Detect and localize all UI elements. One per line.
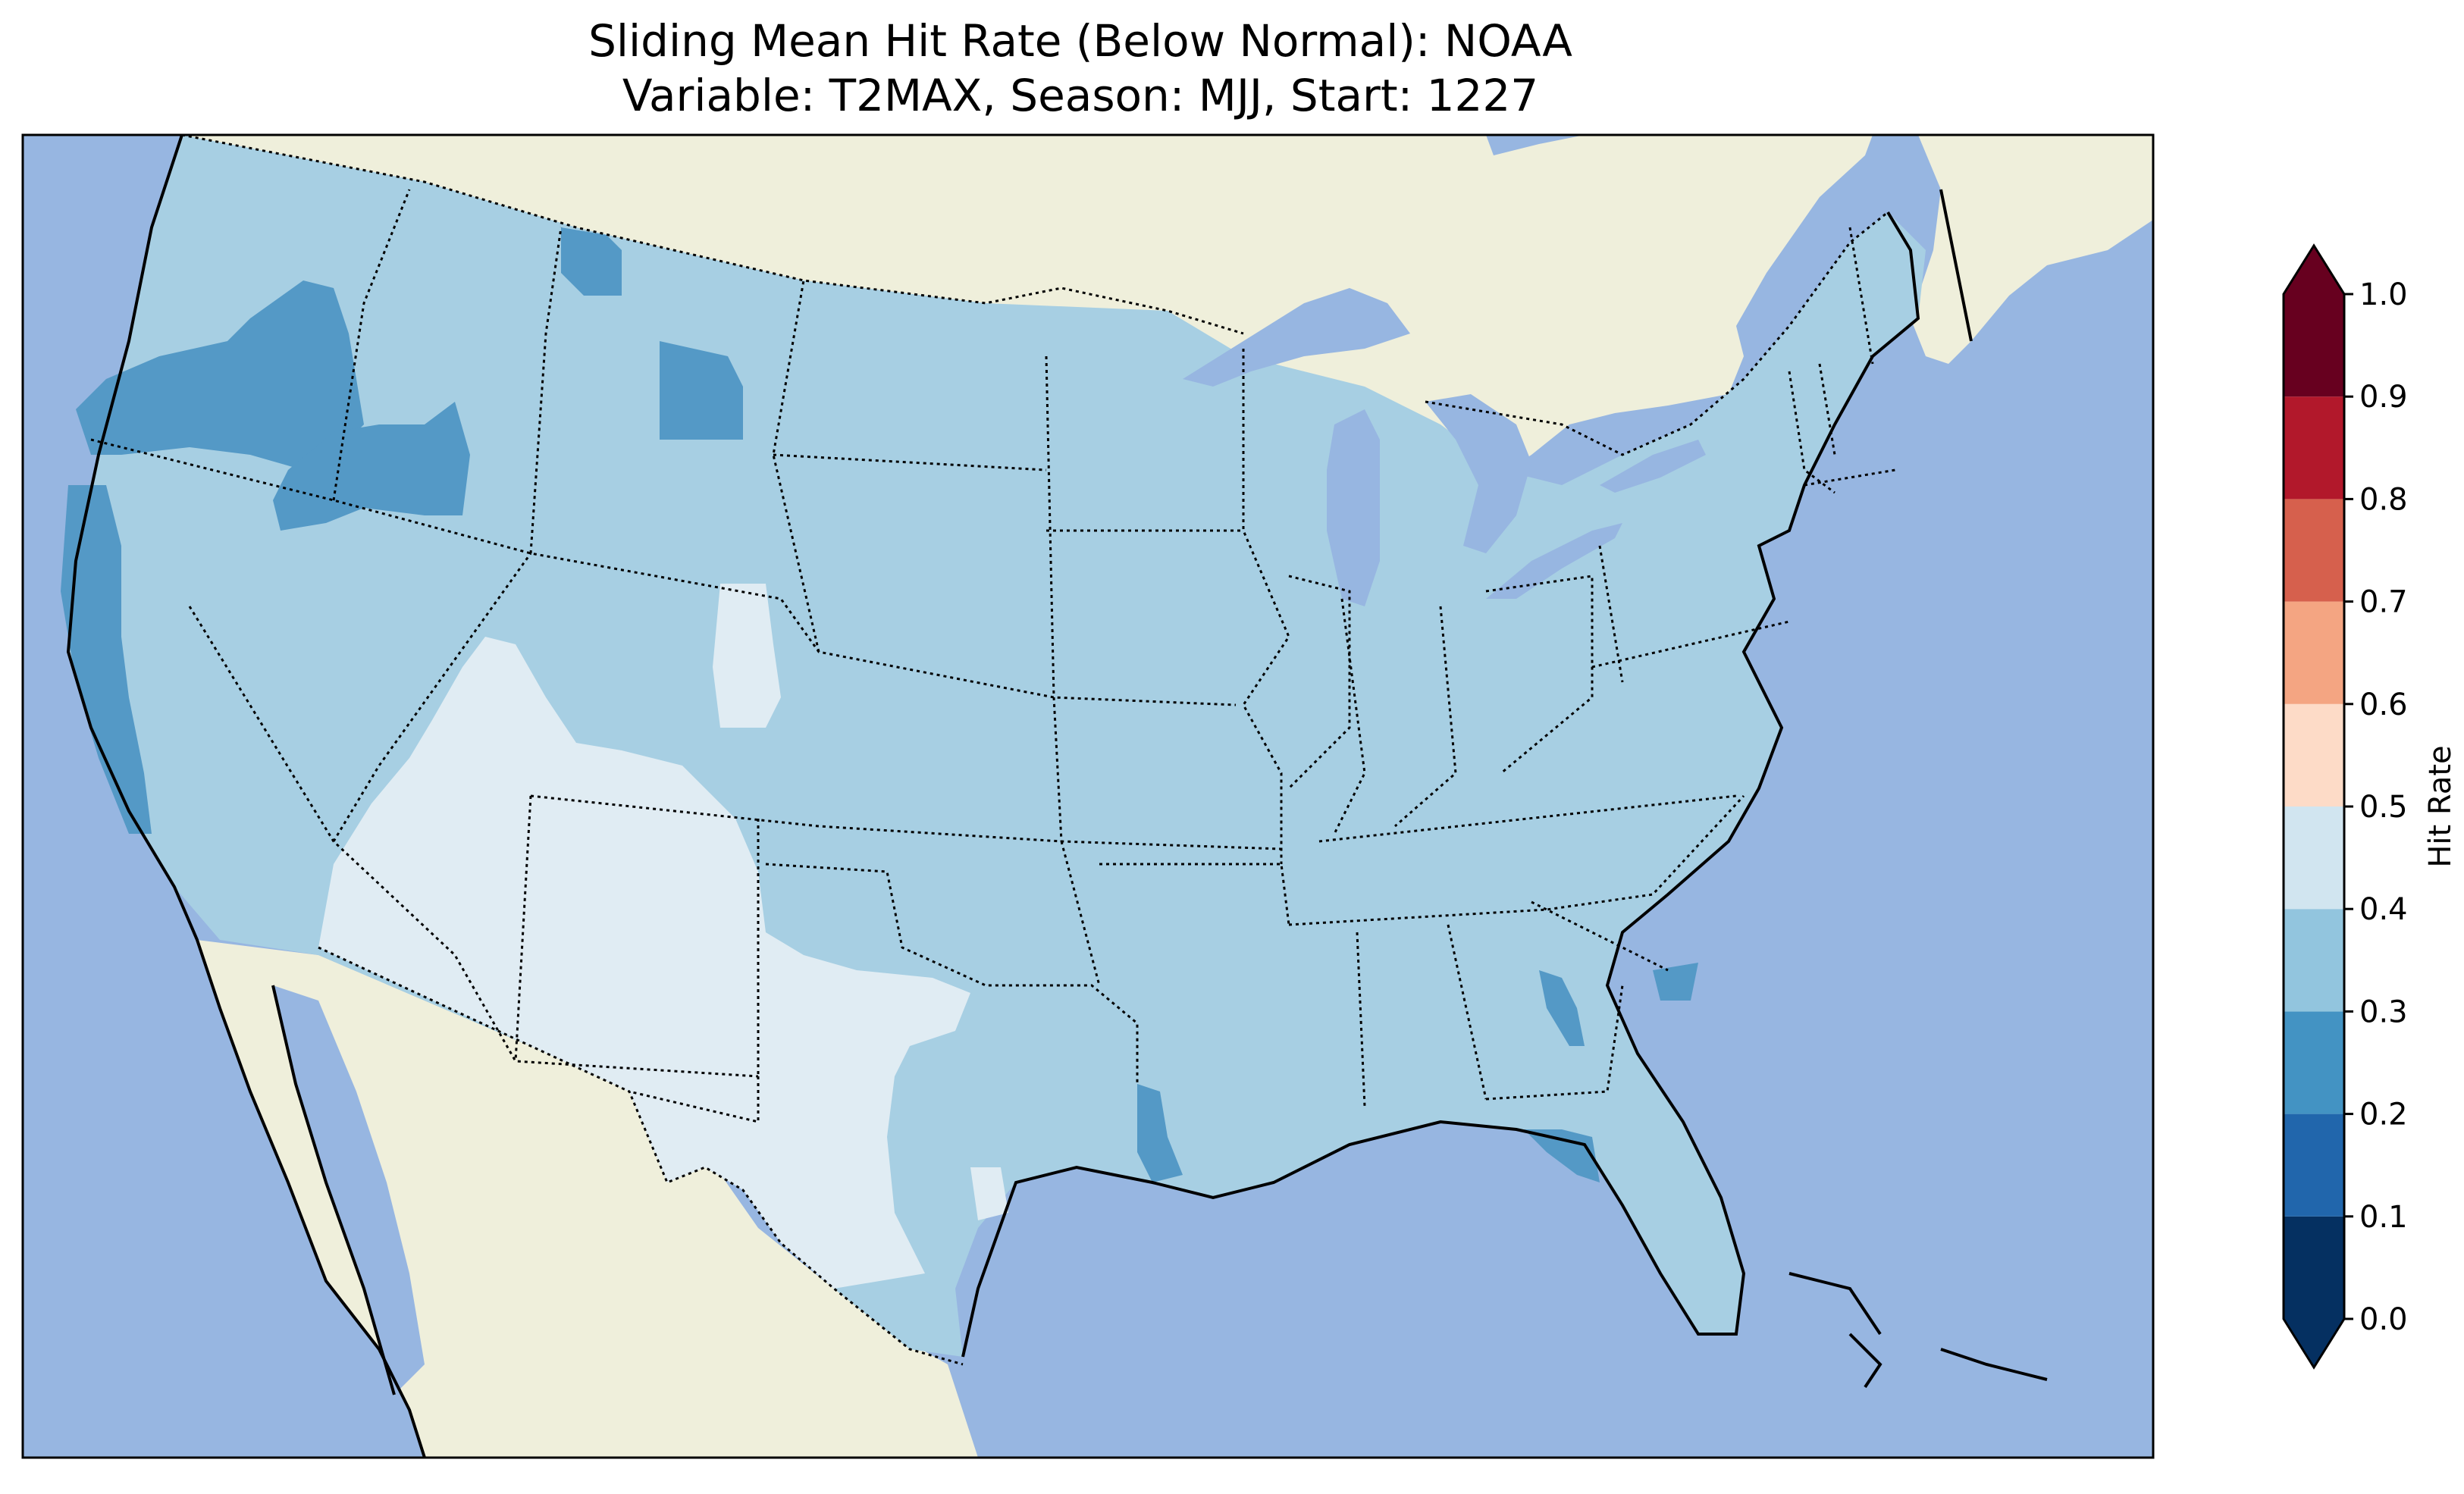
colorbar-bin <box>2284 1113 2344 1217</box>
lake-huron <box>1425 394 1531 553</box>
chart-title: Sliding Mean Hit Rate (Below Normal): NO… <box>0 14 2161 123</box>
colorbar-bin <box>2284 294 2344 397</box>
colorbar-over-arrow <box>2284 246 2344 294</box>
colorbar-tick-label: 0.5 <box>2359 790 2408 825</box>
colorbar-bins <box>2284 294 2344 1319</box>
colorbar-bin <box>2284 909 2344 1012</box>
colorbar-tick-label: 0.4 <box>2359 892 2408 927</box>
colorbar-bin <box>2284 1216 2344 1319</box>
colorbar-tick-label: 0.1 <box>2359 1200 2408 1235</box>
region-02-03-montana-b <box>660 341 743 440</box>
country-boundaries <box>181 135 1889 1366</box>
colorbar-tick-label: 0.0 <box>2359 1302 2408 1337</box>
gulf-of-california <box>273 985 425 1395</box>
region-02-03-oregon <box>76 280 364 470</box>
colorbar-tick-label: 0.9 <box>2359 380 2408 415</box>
colorbar-bin <box>2284 601 2344 704</box>
colorbar-tick-label: 0.8 <box>2359 482 2408 517</box>
title-line-1: Sliding Mean Hit Rate (Below Normal): NO… <box>588 15 1572 67</box>
colorbar-tick-label: 1.0 <box>2359 277 2408 312</box>
region-02-03-montana-a <box>561 227 622 296</box>
title-line-2: Variable: T2MAX, Season: MJJ, Start: 122… <box>622 70 1539 121</box>
colorbar-bin <box>2284 396 2344 500</box>
state-boundaries <box>90 189 1896 1123</box>
colorbar-tick-label: 0.7 <box>2359 585 2408 620</box>
colorbar-bin <box>2284 499 2344 602</box>
region-02-03-carolina <box>1653 963 1698 1001</box>
region-02-03-georgia <box>1539 970 1585 1046</box>
colorbar-tick-label: 0.6 <box>2359 687 2408 722</box>
region-02-03-idaho <box>273 402 470 531</box>
lake-michigan <box>1327 409 1380 606</box>
colorbar-tick-label: 0.2 <box>2359 1098 2408 1132</box>
region-04-05-southwest <box>318 637 970 1289</box>
region-02-03-california-coast <box>61 485 152 834</box>
colorbar-label: Hit Rate <box>2423 745 2458 867</box>
colorbar-bin <box>2284 1011 2344 1114</box>
maritimes-land <box>1911 135 2153 364</box>
colorbar-under-arrow <box>2284 1319 2344 1367</box>
coastlines <box>66 135 2048 1458</box>
colorbar-ticks: 0.0 0.1 0.2 0.3 0.4 0.5 0.6 0.7 0.8 0.9 1.0 <box>2344 277 2408 1337</box>
region-04-05-texas-small <box>970 1167 1008 1220</box>
colorbar-bin <box>2284 703 2344 807</box>
colorbar-tick-label: 0.3 <box>2359 994 2408 1029</box>
lake-ontario <box>1600 440 1706 493</box>
region-04-05-wyoming <box>713 584 781 728</box>
map-frame <box>21 133 2155 1459</box>
lake-superior <box>1183 288 1410 387</box>
region-02-03-louisiana <box>1137 1084 1183 1182</box>
lake-erie <box>1486 523 1622 599</box>
colorbar-bin <box>2284 807 2344 910</box>
